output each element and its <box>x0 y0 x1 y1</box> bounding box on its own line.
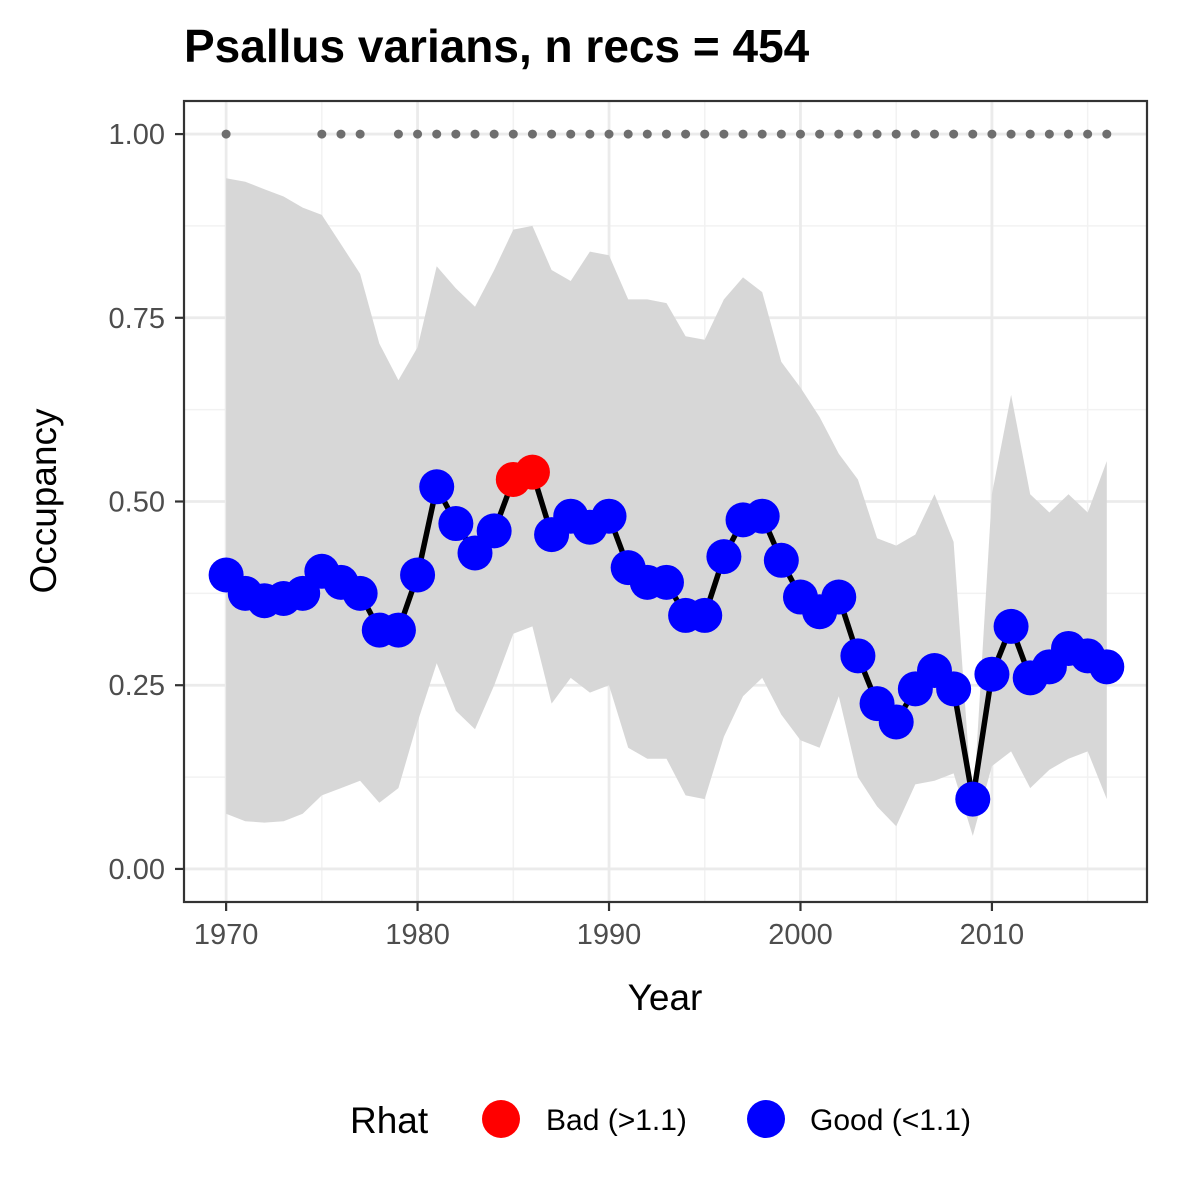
record-year-dot <box>527 129 537 139</box>
x-tick-label: 2000 <box>768 919 833 951</box>
data-point-good <box>974 656 1010 692</box>
record-year-dot <box>853 129 863 139</box>
record-year-dot <box>1064 129 1074 139</box>
data-point-good <box>955 781 991 817</box>
record-year-dot <box>757 129 767 139</box>
data-point-good <box>744 498 780 534</box>
record-year-dot <box>719 129 729 139</box>
record-year-dot <box>891 129 901 139</box>
record-year-dot <box>1006 129 1016 139</box>
legend: Rhat Bad (>1.1) Good (<1.1) <box>350 1100 971 1141</box>
chart-title: Psallus varians, n recs = 454 <box>184 20 810 72</box>
record-year-dot <box>1025 129 1035 139</box>
data-point-good <box>380 612 416 648</box>
legend-label-bad: Bad (>1.1) <box>546 1104 687 1137</box>
record-year-dot <box>681 129 691 139</box>
record-year-dot <box>700 129 710 139</box>
record-year-dot <box>642 129 652 139</box>
record-year-dot <box>1102 129 1112 139</box>
data-points <box>208 454 1125 817</box>
data-point-good <box>763 542 799 578</box>
legend-label-good: Good (<1.1) <box>810 1104 971 1137</box>
data-point-good <box>591 498 627 534</box>
record-year-dot <box>489 129 499 139</box>
data-point-good <box>993 608 1029 644</box>
record-year-dot <box>661 129 671 139</box>
record-year-dot <box>604 129 614 139</box>
x-axis: 1970 1980 1990 2000 2010 <box>194 902 1024 951</box>
record-year-dot <box>910 129 920 139</box>
record-year-dot <box>776 129 786 139</box>
data-point-good <box>821 579 857 615</box>
y-tick-label: 0.50 <box>109 487 165 519</box>
x-tick-label: 1970 <box>194 919 259 951</box>
record-year-dot <box>336 129 346 139</box>
record-year-dot <box>1044 129 1054 139</box>
data-point-good <box>400 557 436 593</box>
data-point-good <box>687 597 723 633</box>
record-year-dot <box>623 129 633 139</box>
record-year-dot <box>585 129 595 139</box>
data-point-bad <box>514 454 550 490</box>
record-year-dot <box>987 129 997 139</box>
record-year-dot <box>221 129 231 139</box>
record-year-markers <box>221 129 1112 139</box>
record-year-dot <box>432 129 442 139</box>
data-point-good <box>648 564 684 600</box>
data-point-good <box>1089 649 1125 685</box>
record-year-dot <box>834 129 844 139</box>
record-year-dot <box>815 129 825 139</box>
record-year-dot <box>547 129 557 139</box>
y-axis: 0.00 0.25 0.50 0.75 1.00 <box>109 119 184 886</box>
data-point-good <box>342 575 378 611</box>
record-year-dot <box>508 129 518 139</box>
record-year-dot <box>968 129 978 139</box>
data-point-good <box>936 671 972 707</box>
y-tick-label: 0.00 <box>109 854 165 886</box>
record-year-dot <box>393 129 403 139</box>
legend-key-bad <box>482 1100 520 1138</box>
record-year-dot <box>566 129 576 139</box>
x-tick-label: 1980 <box>385 919 450 951</box>
record-year-dot <box>451 129 461 139</box>
data-point-good <box>476 513 512 549</box>
data-point-good <box>438 506 474 542</box>
record-year-dot <box>738 129 748 139</box>
record-year-dot <box>872 129 882 139</box>
credible-interval-band <box>226 178 1107 836</box>
record-year-dot <box>355 129 365 139</box>
data-point-good <box>419 469 455 505</box>
legend-key-good <box>747 1100 785 1138</box>
record-year-dot <box>929 129 939 139</box>
x-tick-label: 2010 <box>960 919 1025 951</box>
y-tick-label: 0.75 <box>109 303 165 335</box>
y-tick-label: 0.25 <box>109 670 165 702</box>
record-year-dot <box>470 129 480 139</box>
x-tick-label: 1990 <box>577 919 642 951</box>
x-axis-title: Year <box>628 977 703 1018</box>
data-point-good <box>840 638 876 674</box>
data-point-good <box>706 539 742 575</box>
legend-title: Rhat <box>350 1100 429 1141</box>
y-axis-title: Occupancy <box>23 408 64 594</box>
record-year-dot <box>317 129 327 139</box>
data-point-good <box>878 704 914 740</box>
record-year-dot <box>795 129 805 139</box>
record-year-dot <box>1083 129 1093 139</box>
interval-band-area <box>226 178 1107 836</box>
record-year-dot <box>949 129 959 139</box>
record-year-dot <box>413 129 423 139</box>
y-tick-label: 1.00 <box>109 119 165 151</box>
